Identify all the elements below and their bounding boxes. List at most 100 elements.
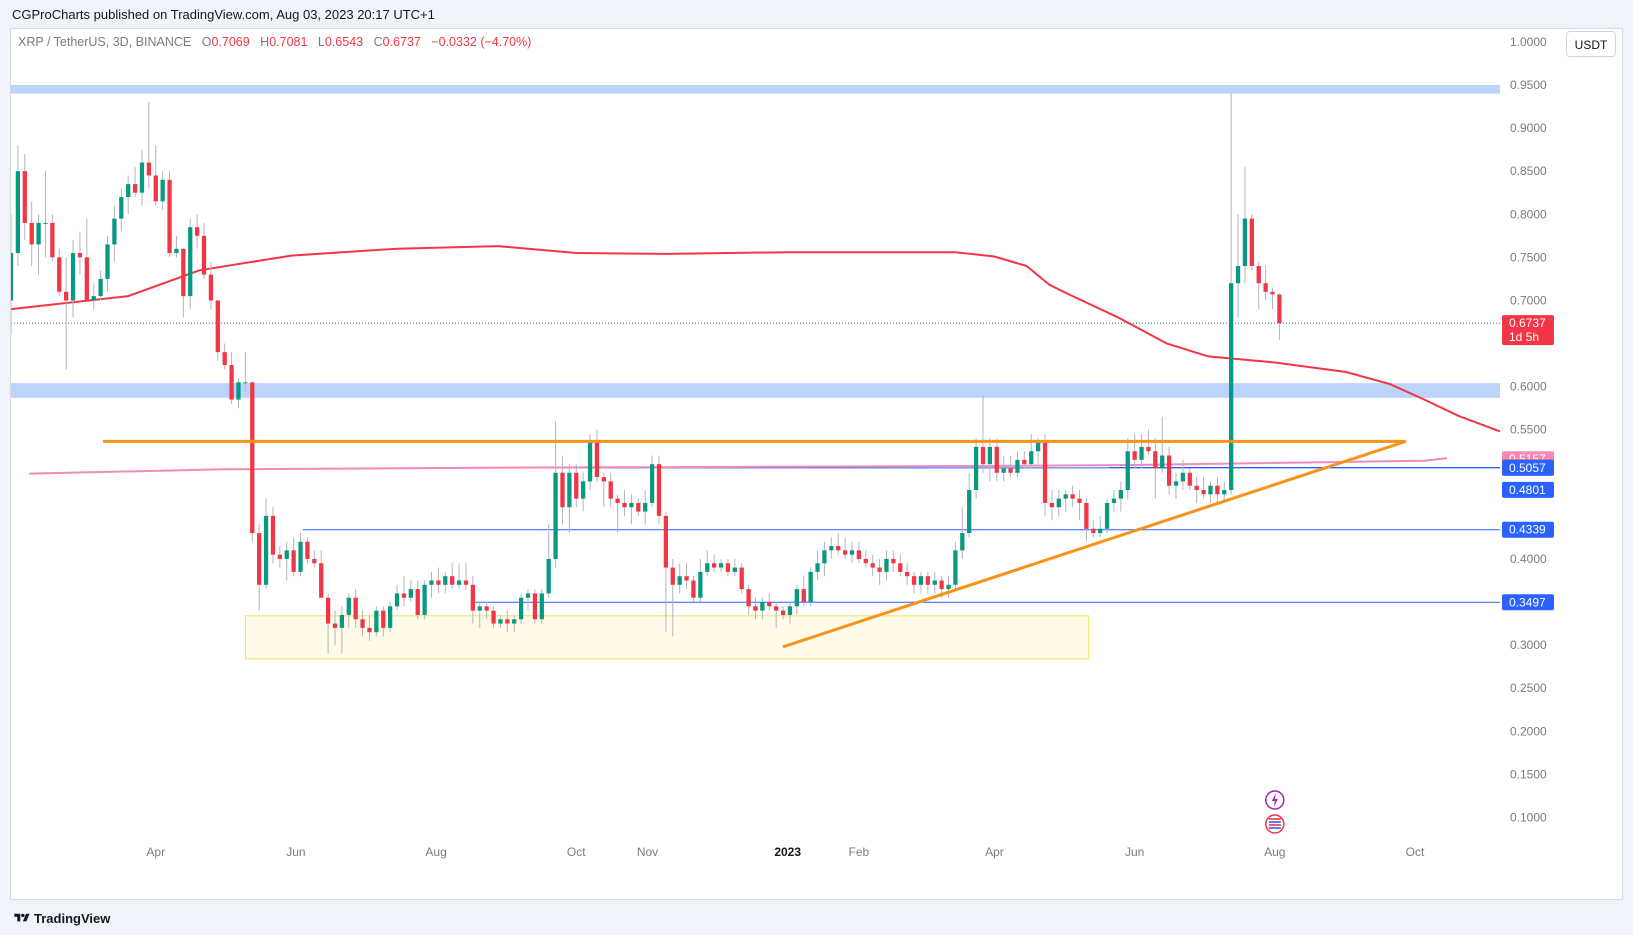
candle-body — [36, 222, 41, 245]
candle-body — [22, 171, 27, 223]
candle-body — [1056, 498, 1061, 508]
candle-body — [725, 563, 731, 572]
plot-area — [11, 85, 1500, 660]
currency-button[interactable]: USDT — [1566, 31, 1616, 57]
candle-body — [112, 218, 117, 245]
x-tick-label: Oct — [1406, 845, 1425, 859]
y-tick-label: 0.3000 — [1510, 638, 1547, 652]
candle-body — [684, 576, 689, 581]
candle — [760, 597, 765, 620]
candle — [967, 472, 972, 538]
candle — [1098, 515, 1103, 538]
flag-event-icon[interactable] — [1265, 814, 1285, 834]
candle — [767, 593, 772, 611]
price-label: 0.6737 — [1509, 316, 1546, 330]
price-label-bg — [1502, 594, 1554, 611]
candle-body — [808, 571, 813, 603]
chart-frame[interactable] — [10, 28, 1623, 900]
candle — [643, 490, 648, 525]
candle-body — [1208, 485, 1213, 495]
candle-body — [746, 589, 751, 607]
candle — [718, 558, 724, 572]
candle — [898, 554, 903, 577]
x-tick-label: Aug — [425, 845, 446, 859]
candle — [443, 571, 448, 594]
candle — [312, 550, 317, 568]
candle — [277, 546, 282, 568]
candle — [822, 541, 827, 577]
candle-body — [1263, 283, 1268, 292]
candle — [29, 201, 34, 266]
candle-body — [11, 253, 14, 301]
candle — [374, 606, 379, 637]
candle-body — [236, 382, 241, 400]
candle-body — [325, 597, 331, 624]
candle-body — [801, 589, 806, 603]
candle-body — [1001, 468, 1006, 473]
candle-body — [815, 563, 820, 572]
horizontal-zone-0 — [11, 85, 1500, 94]
candle-body — [1008, 468, 1013, 473]
candle-body — [608, 481, 613, 499]
close-label: C — [373, 35, 383, 49]
y-tick-label: 0.5500 — [1510, 423, 1547, 437]
candle-body — [518, 597, 524, 620]
candle — [298, 533, 303, 577]
candle — [1222, 481, 1227, 503]
candle-body — [360, 619, 365, 628]
candle-body — [484, 606, 489, 611]
candle — [167, 171, 172, 258]
candle-body — [1173, 481, 1179, 486]
x-tick-label: Jun — [286, 845, 305, 859]
candle-body — [870, 563, 875, 568]
candle-body — [953, 550, 958, 585]
candle — [629, 494, 634, 525]
footer-brand[interactable]: TradingView — [34, 911, 111, 926]
candle-body — [208, 274, 214, 301]
candle — [1084, 498, 1089, 542]
candle — [1056, 490, 1061, 516]
candle-body — [126, 184, 131, 198]
candle-body — [270, 515, 276, 555]
candle — [525, 589, 531, 611]
candle — [884, 550, 889, 581]
candle-body — [1160, 455, 1165, 469]
candle-body — [77, 253, 83, 258]
price-label-countdown: 1d 5h — [1509, 330, 1539, 344]
candle — [698, 558, 703, 603]
candle-body — [188, 227, 193, 297]
candle — [1015, 451, 1020, 478]
lightning-event-icon[interactable] — [1265, 790, 1285, 810]
candle — [305, 537, 310, 564]
candle — [918, 571, 924, 594]
candle — [257, 524, 262, 611]
candle — [987, 438, 993, 482]
horizontal-zone-1 — [11, 383, 1500, 398]
candle — [553, 421, 558, 568]
candle — [415, 580, 420, 620]
candle-body — [456, 580, 462, 585]
candle-body — [291, 550, 296, 572]
candle — [11, 214, 14, 335]
candle-body — [319, 563, 324, 598]
candle-body — [436, 580, 441, 585]
candle-body — [856, 550, 862, 559]
candle — [815, 550, 820, 581]
candle-body — [967, 490, 972, 534]
candle — [587, 434, 593, 491]
candle — [581, 472, 586, 512]
y-tick-label: 0.4000 — [1510, 552, 1547, 566]
candle-body — [277, 554, 282, 559]
candle — [1001, 455, 1006, 482]
candle — [615, 494, 620, 534]
candle — [222, 343, 227, 370]
candle-body — [677, 576, 682, 585]
candle-body — [505, 619, 510, 624]
symbol-name[interactable]: XRP / TetherUS, 3D, BINANCE — [18, 35, 192, 49]
y-tick-label: 0.9500 — [1510, 78, 1547, 92]
candle-body — [470, 584, 476, 611]
candle-body — [1015, 459, 1020, 473]
x-tick-label: Jun — [1125, 845, 1144, 859]
candle-body — [925, 576, 930, 585]
